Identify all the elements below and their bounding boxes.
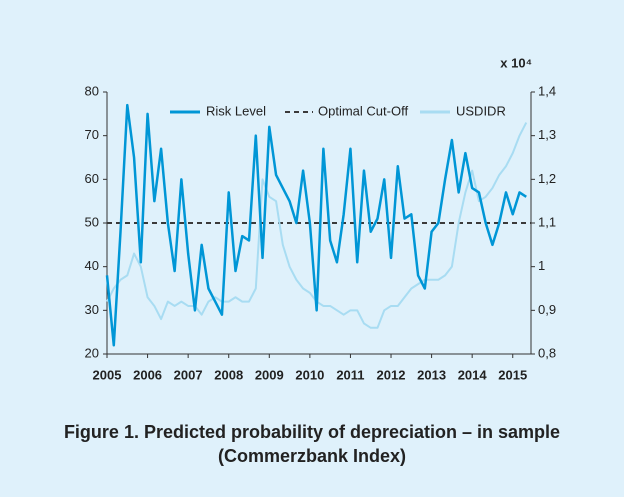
caption: Figure 1. Predicted probability of depre… bbox=[64, 422, 560, 442]
y-tick-label: 20 bbox=[85, 345, 99, 360]
legend-label: Risk Level bbox=[206, 103, 266, 118]
x-tick-label: 2012 bbox=[377, 367, 406, 382]
y2-tick-label: 0,8 bbox=[538, 345, 556, 360]
y2-tick-label: 1,4 bbox=[538, 83, 556, 98]
y-tick-label: 50 bbox=[85, 214, 99, 229]
y-tick-label: 60 bbox=[85, 171, 99, 186]
y-tick-label: 70 bbox=[85, 127, 99, 142]
x-tick-label: 2013 bbox=[417, 367, 446, 382]
y2-tick-label: 1 bbox=[538, 258, 545, 273]
y2-axis-unit: x 10⁴ bbox=[500, 55, 532, 70]
y2-tick-label: 1,3 bbox=[538, 127, 556, 142]
legend-label: Optimal Cut-Off bbox=[318, 103, 408, 118]
series-line bbox=[105, 103, 527, 347]
legend-label: USDIDR bbox=[456, 103, 506, 118]
y2-tick-label: 0,9 bbox=[538, 302, 556, 317]
x-tick-label: 2005 bbox=[93, 367, 122, 382]
x-tick-label: 2008 bbox=[214, 367, 243, 382]
x-tick-label: 2010 bbox=[295, 367, 324, 382]
x-tick-label: 2009 bbox=[255, 367, 284, 382]
x-tick-label: 2007 bbox=[174, 367, 203, 382]
y-tick-label: 40 bbox=[85, 258, 99, 273]
y-tick-label: 30 bbox=[85, 302, 99, 317]
x-tick-label: 2011 bbox=[336, 367, 364, 382]
x-tick-label: 2006 bbox=[133, 367, 162, 382]
y2-tick-label: 1,1 bbox=[538, 214, 556, 229]
y-tick-label: 80 bbox=[85, 83, 99, 98]
y2-tick-label: 1,2 bbox=[538, 171, 556, 186]
x-tick-label: 2014 bbox=[458, 367, 488, 382]
caption: (Commerzbank Index) bbox=[218, 446, 406, 466]
x-tick-label: 2015 bbox=[498, 367, 527, 382]
